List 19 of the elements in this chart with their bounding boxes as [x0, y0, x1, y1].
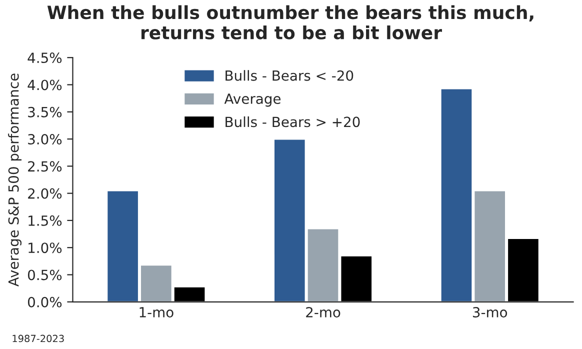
- y-tick-label: 4.5%: [28, 52, 62, 64]
- legend-label: Bulls - Bears < -20: [226, 70, 354, 81]
- y-tick-label: 3.5%: [28, 106, 62, 118]
- y-tick-label: 1.5%: [28, 215, 62, 226]
- y-tick-label: 1.0%: [28, 242, 62, 254]
- y-axis-title: Average S&P 500 performance: [8, 74, 22, 287]
- y-tick-label: 2.5%: [28, 161, 62, 172]
- legend-label: Bulls - Bears > +20: [226, 116, 360, 128]
- y-tick-label: 2.0%: [28, 188, 62, 199]
- y-tick-label: 0.5%: [28, 270, 62, 280]
- legend-label: Average: [224, 94, 281, 107]
- chart-title: When the bulls outnumber the bears this much, returns tend to be a bit lower: [47, 5, 534, 40]
- y-tick-label: 3.0%: [28, 134, 62, 144]
- x-tick-label: 2-mo: [306, 306, 340, 318]
- x-tick-label: 3-mo: [472, 306, 508, 318]
- y-tick-label: 4.0%: [28, 80, 62, 90]
- text: 1987-2023: [12, 334, 64, 342]
- y-tick-label: 0.0%: [28, 296, 62, 308]
- x-tick-label: 1-mo: [140, 307, 174, 318]
